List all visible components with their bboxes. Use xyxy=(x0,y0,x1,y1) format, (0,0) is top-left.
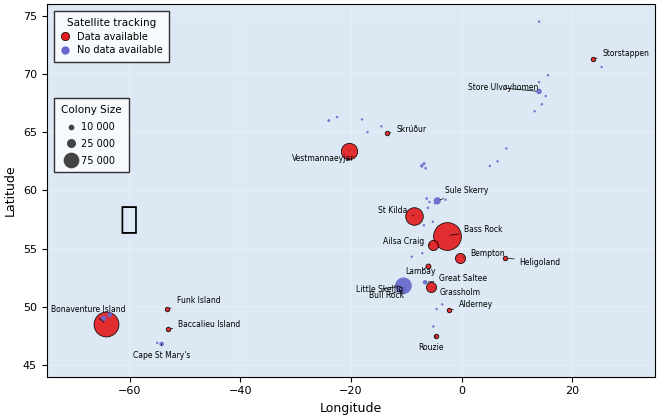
Point xyxy=(423,263,434,269)
Text: Vestmannaeyjar: Vestmannaeyjar xyxy=(292,151,354,163)
Point xyxy=(530,108,540,114)
Point xyxy=(442,233,453,239)
Text: Great Saltee: Great Saltee xyxy=(428,274,487,283)
Point xyxy=(406,253,417,260)
Text: Rouzie: Rouzie xyxy=(418,336,444,352)
Point xyxy=(501,145,512,152)
Point xyxy=(408,212,419,219)
Point xyxy=(416,163,427,169)
Point xyxy=(344,147,355,154)
Point xyxy=(332,114,342,120)
Point xyxy=(417,250,428,256)
Point xyxy=(422,204,433,211)
Point xyxy=(398,282,408,289)
Text: Ailsa Craig: Ailsa Craig xyxy=(383,237,430,246)
Point xyxy=(500,254,510,261)
Text: Alderney: Alderney xyxy=(452,300,493,310)
Text: Bass Rock: Bass Rock xyxy=(450,225,503,235)
Point xyxy=(426,284,436,290)
Point xyxy=(98,315,109,322)
Point xyxy=(428,323,439,330)
Point xyxy=(485,163,495,169)
Point xyxy=(163,326,173,332)
Point xyxy=(543,72,553,78)
Point xyxy=(534,88,544,95)
Point xyxy=(540,93,551,99)
Point xyxy=(534,18,544,25)
Point xyxy=(536,101,547,108)
Text: Funk Island: Funk Island xyxy=(170,296,220,308)
Point xyxy=(376,123,387,130)
Text: Baccalieu Island: Baccalieu Island xyxy=(171,320,240,328)
Y-axis label: Latitude: Latitude xyxy=(4,165,17,216)
Point xyxy=(428,242,439,248)
Point xyxy=(156,341,167,347)
Point xyxy=(362,129,373,135)
Point xyxy=(493,158,503,165)
Text: Storstappen: Storstappen xyxy=(596,49,649,58)
Point xyxy=(101,321,112,328)
Point xyxy=(440,197,451,203)
Point xyxy=(162,306,173,313)
Text: Sule Skerry: Sule Skerry xyxy=(440,186,489,200)
Text: St Kilda: St Kilda xyxy=(378,206,414,216)
Text: Grassholm: Grassholm xyxy=(434,287,481,297)
X-axis label: Longitude: Longitude xyxy=(320,402,382,415)
Point xyxy=(381,130,392,137)
Point xyxy=(432,197,442,204)
Text: Cape St Mary's: Cape St Mary's xyxy=(133,344,191,360)
Point xyxy=(422,195,432,202)
Point xyxy=(105,312,115,318)
Point xyxy=(455,254,466,261)
Point xyxy=(428,218,438,225)
Text: Store Ulvøyhomen: Store Ulvøyhomen xyxy=(468,83,538,93)
Text: Lambay: Lambay xyxy=(405,267,436,276)
Point xyxy=(324,117,334,124)
Point xyxy=(444,307,455,313)
Point xyxy=(420,279,430,286)
Point xyxy=(534,79,544,85)
Text: Skrúður: Skrúður xyxy=(390,125,426,134)
Point xyxy=(437,301,448,308)
Point xyxy=(418,222,429,229)
Point xyxy=(424,199,435,205)
Point xyxy=(587,55,598,62)
Point xyxy=(430,200,440,207)
Text: Little Skellig: Little Skellig xyxy=(356,285,403,294)
Text: 🐦: 🐦 xyxy=(120,206,138,235)
Text: Bull Rock: Bull Rock xyxy=(369,290,404,300)
Point xyxy=(432,306,442,313)
Point xyxy=(596,64,607,70)
Text: Bempton: Bempton xyxy=(463,249,504,258)
Legend: 10 000, 25 000, 75 000: 10 000, 25 000, 75 000 xyxy=(54,98,128,173)
Text: Bonaventure Island: Bonaventure Island xyxy=(51,305,125,322)
Point xyxy=(418,160,429,167)
Point xyxy=(399,286,410,292)
Text: Heligoland: Heligoland xyxy=(508,258,561,267)
Point xyxy=(152,339,163,346)
Point xyxy=(430,332,441,339)
Point xyxy=(420,165,431,172)
Point xyxy=(357,116,367,123)
